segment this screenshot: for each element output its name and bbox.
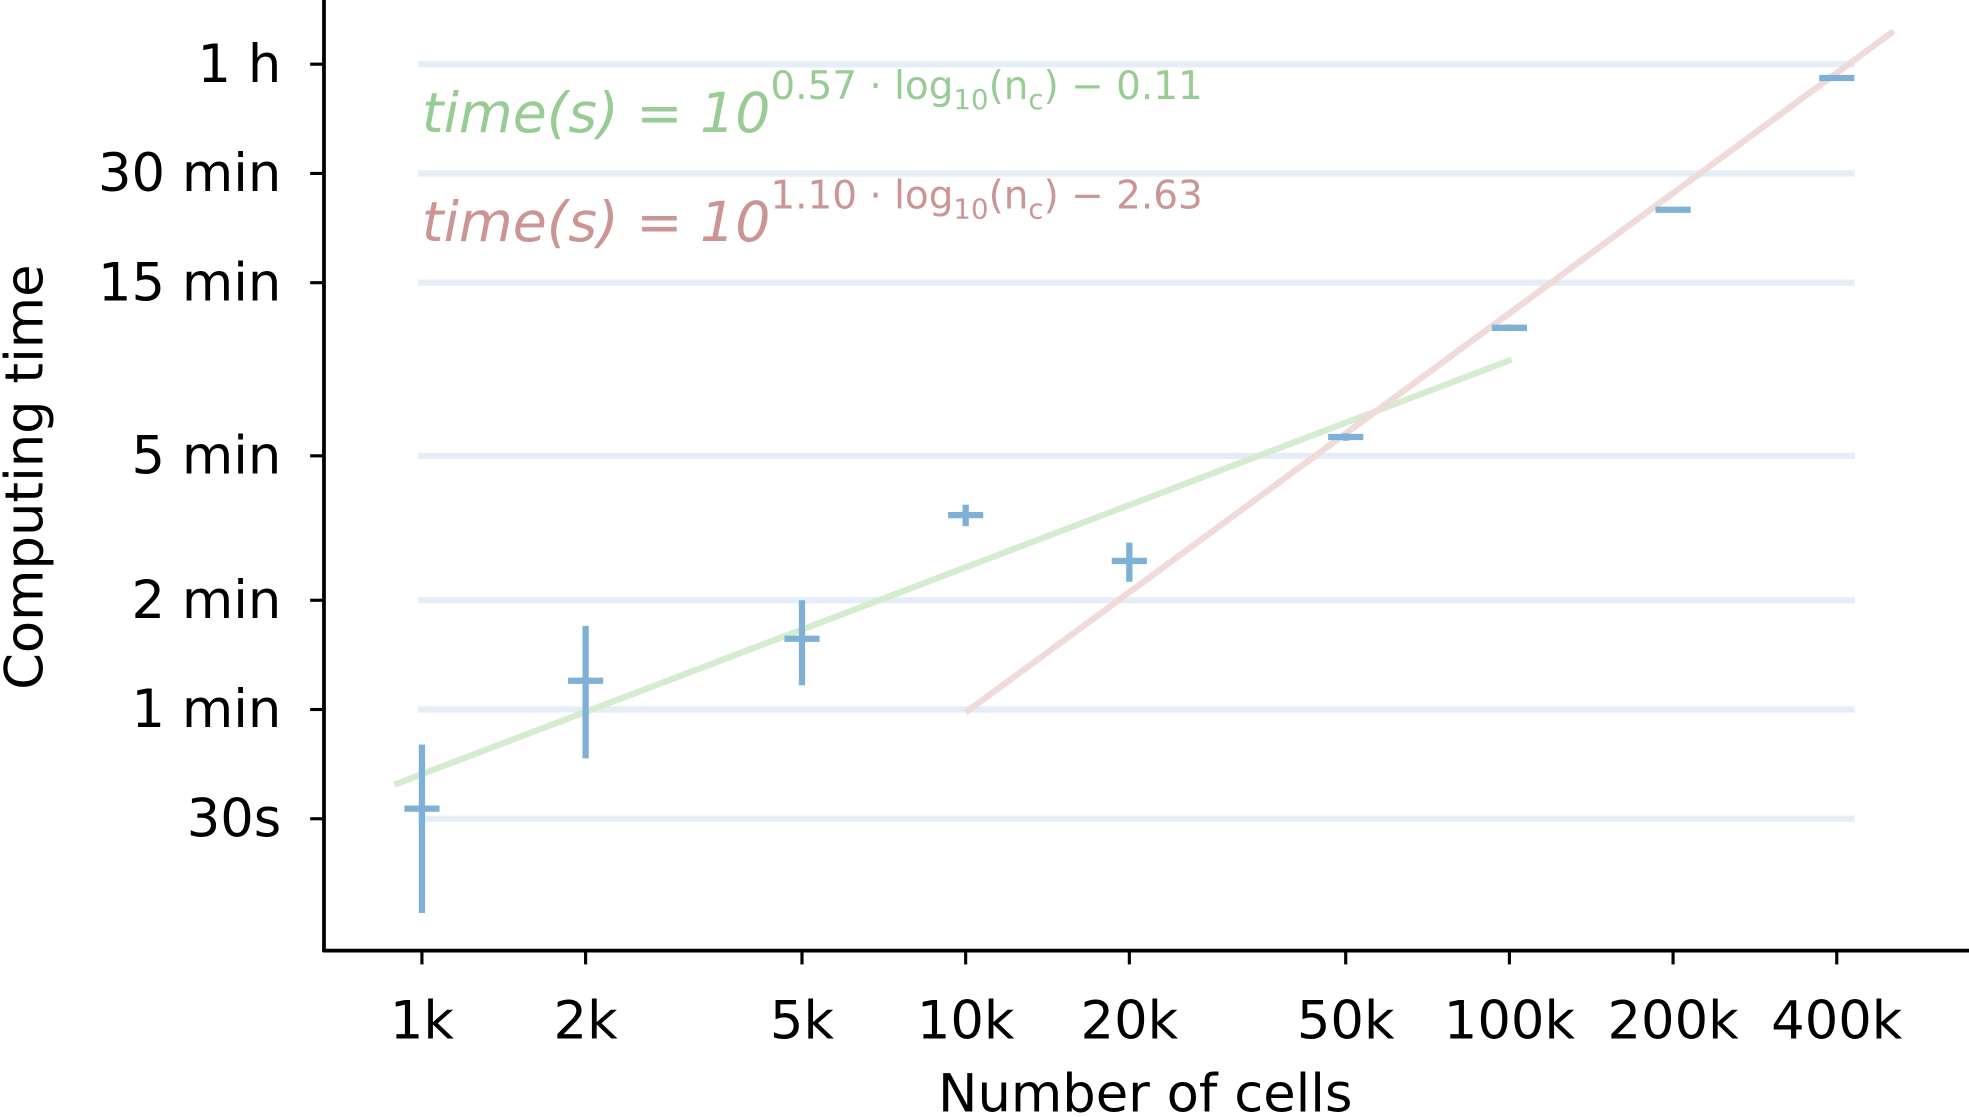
equation-part: c: [1028, 83, 1043, 116]
equation-part: 10: [953, 83, 988, 116]
y-tick-label: 2 min: [132, 570, 282, 631]
x-tick-label: 50k: [1297, 991, 1395, 1052]
equation-part: (n: [989, 64, 1029, 109]
y-tick-label: 5 min: [132, 425, 282, 486]
y-tick-label: 15 min: [98, 252, 281, 313]
x-tick-label: 1k: [390, 991, 455, 1052]
equation-part: ) − 2.63: [1044, 173, 1203, 218]
equation-part: c: [1028, 193, 1043, 226]
y-tick-label: 30s: [187, 788, 282, 849]
equation-part: time(s) = 10: [422, 191, 770, 255]
equation-part: time(s) = 10: [422, 82, 770, 146]
x-tick-label: 10k: [917, 991, 1015, 1052]
x-tick-label: 5k: [770, 991, 835, 1052]
fit-line: [393, 356, 1513, 788]
fit-equation: time(s) = 101.10 · log10(nc) − 2.63: [422, 173, 1203, 255]
y-tick-label: 30 min: [98, 143, 281, 204]
equation-part: 0.57 · log: [770, 64, 953, 109]
x-tick-label: 200k: [1607, 991, 1739, 1052]
y-tick-label: 1 min: [132, 679, 282, 740]
x-tick-label: 2k: [554, 991, 619, 1052]
annotations: time(s) = 100.57 · log10(nc) − 0.11time(…: [422, 64, 1203, 255]
x-tick-label: 400k: [1771, 991, 1903, 1052]
equation-part: (n: [989, 173, 1029, 218]
fit-equation: time(s) = 100.57 · log10(nc) − 0.11: [422, 64, 1203, 146]
x-tick-label: 100k: [1444, 991, 1576, 1052]
y-tick-label: 1 h: [198, 34, 282, 95]
y-axis-label: Computing time: [0, 264, 56, 689]
equation-part: ) − 0.11: [1044, 64, 1203, 109]
axes: 1 h 30 min 15 min 5 min 2 min 1 min 30s 1k 2k 5k 1…: [98, 0, 1969, 1052]
equation-part: 1.10 · log: [770, 173, 953, 218]
equation-part: 10: [953, 193, 988, 226]
fit-line: [963, 28, 1896, 715]
data-points: [404, 74, 1855, 913]
fit-lines: [393, 28, 1896, 788]
x-axis-label: Number of cells: [938, 1063, 1352, 1117]
x-tick-label: 20k: [1081, 991, 1179, 1052]
gridlines: [418, 61, 1855, 822]
